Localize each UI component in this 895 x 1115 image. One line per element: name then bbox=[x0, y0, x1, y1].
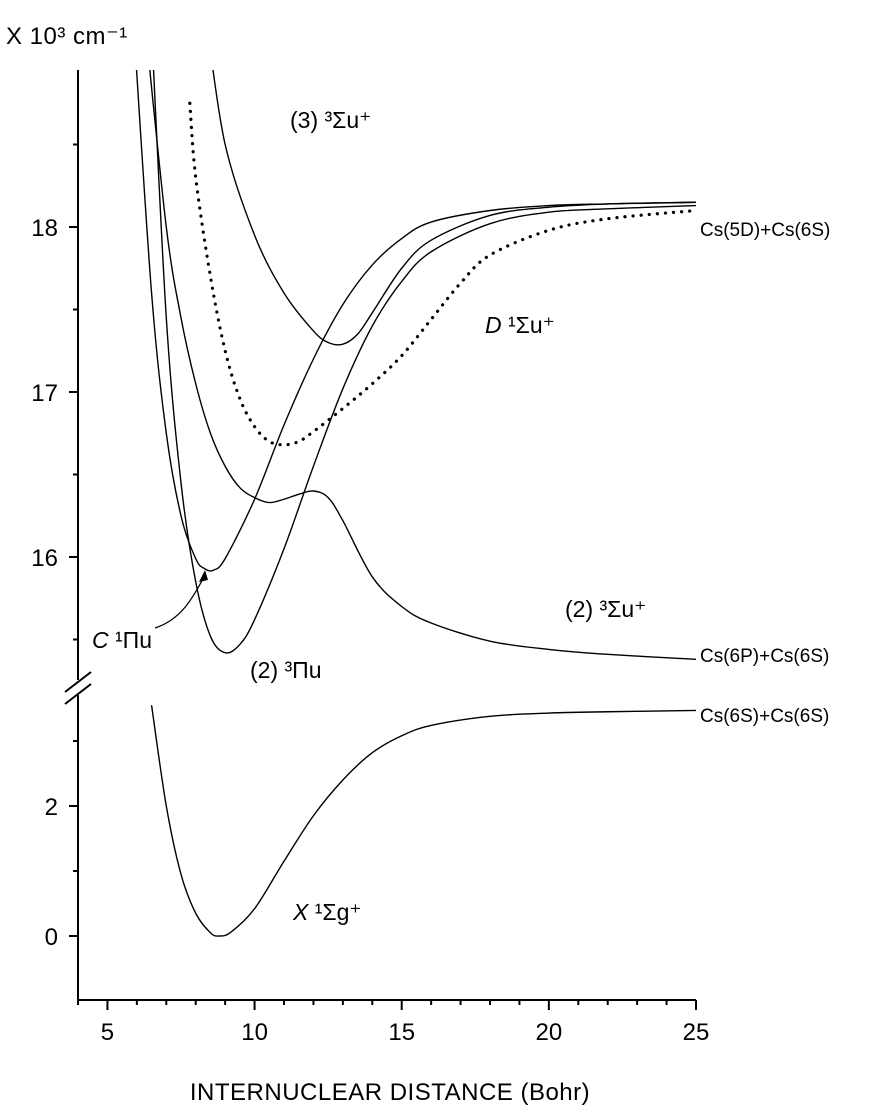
series-line-4 bbox=[149, 70, 697, 660]
label-2-pi-u: (2) ³Πu bbox=[250, 657, 322, 683]
series-line-3 bbox=[135, 70, 697, 572]
label-2-sigma-u: (2) ³Σu⁺ bbox=[565, 596, 646, 622]
y-axis-title: X 10³ cm⁻¹ bbox=[6, 23, 128, 50]
series-line-1 bbox=[150, 705, 697, 937]
x-tick-label: 10 bbox=[241, 1019, 268, 1046]
series-line-6 bbox=[212, 70, 697, 346]
y-tick-label: 2 bbox=[45, 794, 58, 821]
asymptote-label-6s: Cs(6S)+Cs(6S) bbox=[700, 706, 829, 727]
label-3-sigma-u: (3) ³Σu⁺ bbox=[290, 107, 371, 133]
x-tick-label: 5 bbox=[101, 1019, 114, 1046]
asymptote-label-5d: Cs(5D)+Cs(6S) bbox=[700, 220, 830, 241]
x-tick-label: 25 bbox=[683, 1019, 710, 1046]
y-tick-label: 0 bbox=[45, 924, 58, 951]
axis-break-mark bbox=[64, 671, 92, 693]
y-tick-label: 17 bbox=[31, 380, 58, 407]
arrow-head-icon bbox=[199, 570, 208, 582]
axis-break-mark bbox=[64, 683, 92, 705]
asymptote-label-6p: Cs(6P)+Cs(6S) bbox=[700, 646, 829, 667]
c-label-arrow bbox=[154, 574, 206, 629]
series-line-5 bbox=[188, 101, 698, 447]
x-tick-label: 15 bbox=[388, 1019, 415, 1046]
x-tick-label: 20 bbox=[536, 1019, 563, 1046]
y-tick-label: 18 bbox=[31, 215, 58, 242]
series-line-2 bbox=[152, 70, 697, 654]
x-axis-title: INTERNUCLEAR DISTANCE (Bohr) bbox=[190, 1079, 590, 1106]
label-x-sigma-g: X ¹Σg⁺ bbox=[292, 899, 362, 925]
curves bbox=[135, 70, 698, 937]
label-c-pi-u: C ¹Πu bbox=[92, 627, 152, 653]
y-tick-label: 16 bbox=[31, 545, 58, 572]
label-d-sigma-u: D ¹Σu⁺ bbox=[485, 312, 555, 338]
axes bbox=[64, 70, 696, 1001]
